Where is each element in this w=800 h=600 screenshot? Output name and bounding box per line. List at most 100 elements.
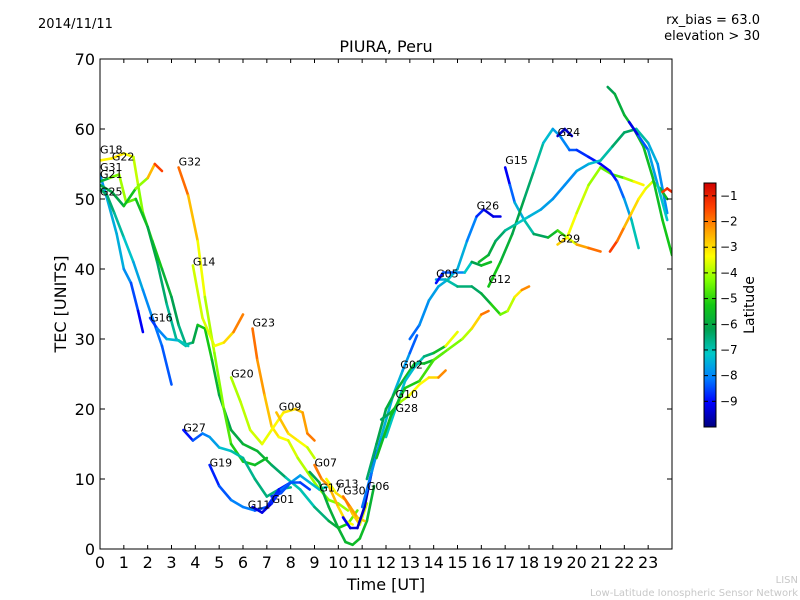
colorbar: −9 −8 −7 −6 −5 −4 −3 −2 −1 Latitude bbox=[703, 182, 758, 428]
series-segment bbox=[155, 260, 168, 306]
series-segment bbox=[656, 162, 669, 215]
series-label: G18 bbox=[100, 144, 123, 157]
series-segment bbox=[403, 362, 416, 379]
series-g05b bbox=[434, 260, 493, 285]
series-segment bbox=[229, 449, 245, 460]
series-segment bbox=[279, 481, 293, 495]
plot-frame bbox=[99, 58, 673, 550]
series-g12 bbox=[375, 309, 490, 460]
y-tick-label: 70 bbox=[75, 50, 95, 69]
series-g24b bbox=[627, 120, 669, 222]
series-segment bbox=[105, 194, 116, 215]
series-g32 bbox=[177, 166, 269, 467]
series-segment bbox=[418, 376, 431, 386]
network-short-name: LISN bbox=[775, 575, 798, 586]
series-segment bbox=[522, 218, 536, 236]
series-g20 bbox=[229, 376, 316, 446]
series-segment bbox=[113, 211, 126, 239]
colorbar-tick-label: −6 bbox=[720, 317, 738, 331]
series-segment bbox=[611, 173, 626, 180]
series-segment bbox=[487, 260, 502, 288]
series-g05 bbox=[384, 330, 459, 439]
series-segment bbox=[375, 414, 393, 460]
x-tick-label: 10 bbox=[328, 553, 348, 572]
series-segment bbox=[479, 260, 493, 267]
series-segment bbox=[446, 337, 464, 351]
series-segment bbox=[294, 407, 304, 414]
x-tick-label: 0 bbox=[95, 553, 105, 572]
series-segment bbox=[208, 435, 221, 449]
series-segment bbox=[201, 316, 216, 348]
x-tick-label: 2 bbox=[143, 553, 153, 572]
y-tick-label: 20 bbox=[75, 400, 95, 419]
series-segment bbox=[520, 285, 531, 292]
series-segment bbox=[260, 502, 273, 514]
series-segment bbox=[606, 85, 617, 96]
x-tick-label: 20 bbox=[566, 553, 586, 572]
series-segment bbox=[365, 484, 376, 523]
series-segment bbox=[286, 439, 300, 460]
series-segment bbox=[275, 411, 290, 435]
series-label: G02 bbox=[400, 358, 423, 371]
series-segment bbox=[105, 197, 118, 236]
series-g26 bbox=[408, 208, 502, 341]
series-segment bbox=[286, 432, 300, 442]
x-tick-label: 7 bbox=[262, 553, 272, 572]
x-tick-label: 23 bbox=[638, 553, 658, 572]
y-tick-label: 50 bbox=[75, 190, 95, 209]
series-segment bbox=[222, 330, 235, 344]
series-segment bbox=[539, 197, 555, 211]
series-segment bbox=[217, 484, 233, 502]
series-segment bbox=[241, 456, 257, 481]
series-segment bbox=[122, 187, 138, 208]
series-g28 bbox=[379, 369, 447, 421]
series-label: G09 bbox=[279, 400, 302, 413]
x-tick-label: 6 bbox=[238, 553, 248, 572]
series-segment bbox=[444, 330, 459, 348]
x-tick-label: 15 bbox=[447, 553, 467, 572]
series-segment bbox=[446, 267, 459, 281]
series-segment bbox=[611, 131, 626, 148]
series-g09 bbox=[275, 411, 316, 460]
series-segment bbox=[255, 358, 266, 397]
series-segment bbox=[613, 92, 626, 117]
series-segment bbox=[253, 456, 269, 467]
series-segment bbox=[358, 519, 369, 540]
series-segment bbox=[134, 176, 149, 190]
series-segment bbox=[434, 271, 445, 285]
y-tick-label: 10 bbox=[75, 470, 95, 489]
series-segment bbox=[129, 281, 140, 313]
series-segment bbox=[122, 236, 135, 264]
series-segment bbox=[177, 166, 190, 197]
series-segment bbox=[575, 243, 590, 250]
x-tick-label: 16 bbox=[471, 553, 491, 572]
series-segment bbox=[241, 505, 257, 512]
series-segment bbox=[201, 432, 211, 439]
series-segment bbox=[408, 383, 421, 397]
colorbar-tick-label: −1 bbox=[720, 189, 738, 203]
series-segment bbox=[470, 313, 483, 330]
series-segment bbox=[658, 187, 669, 201]
series-segment bbox=[460, 327, 474, 341]
series-segment bbox=[634, 127, 650, 145]
series-segment bbox=[508, 183, 517, 204]
x-tick-label: 14 bbox=[423, 553, 443, 572]
series-segment bbox=[203, 327, 214, 362]
series-segment bbox=[222, 407, 233, 446]
series-segment bbox=[122, 152, 135, 159]
series-segment bbox=[587, 159, 602, 166]
series-segment bbox=[325, 477, 338, 495]
series-segment bbox=[575, 183, 590, 215]
x-axis: 0 1 2 3 4 5 6 7 8 9 10 11 12 13 14 15 16 17 18 19 20 21 22 23 bbox=[95, 59, 658, 572]
series-g22 bbox=[100, 173, 188, 348]
series-segment bbox=[253, 477, 269, 498]
series-segment bbox=[608, 169, 619, 183]
series-label: G13 bbox=[336, 477, 359, 490]
x-tick-label: 4 bbox=[190, 553, 200, 572]
series-segment bbox=[270, 488, 283, 505]
y-tick-label: 40 bbox=[75, 260, 95, 279]
x-tick-label: 9 bbox=[309, 553, 319, 572]
series-layer bbox=[100, 85, 672, 547]
series-segment bbox=[308, 481, 321, 491]
